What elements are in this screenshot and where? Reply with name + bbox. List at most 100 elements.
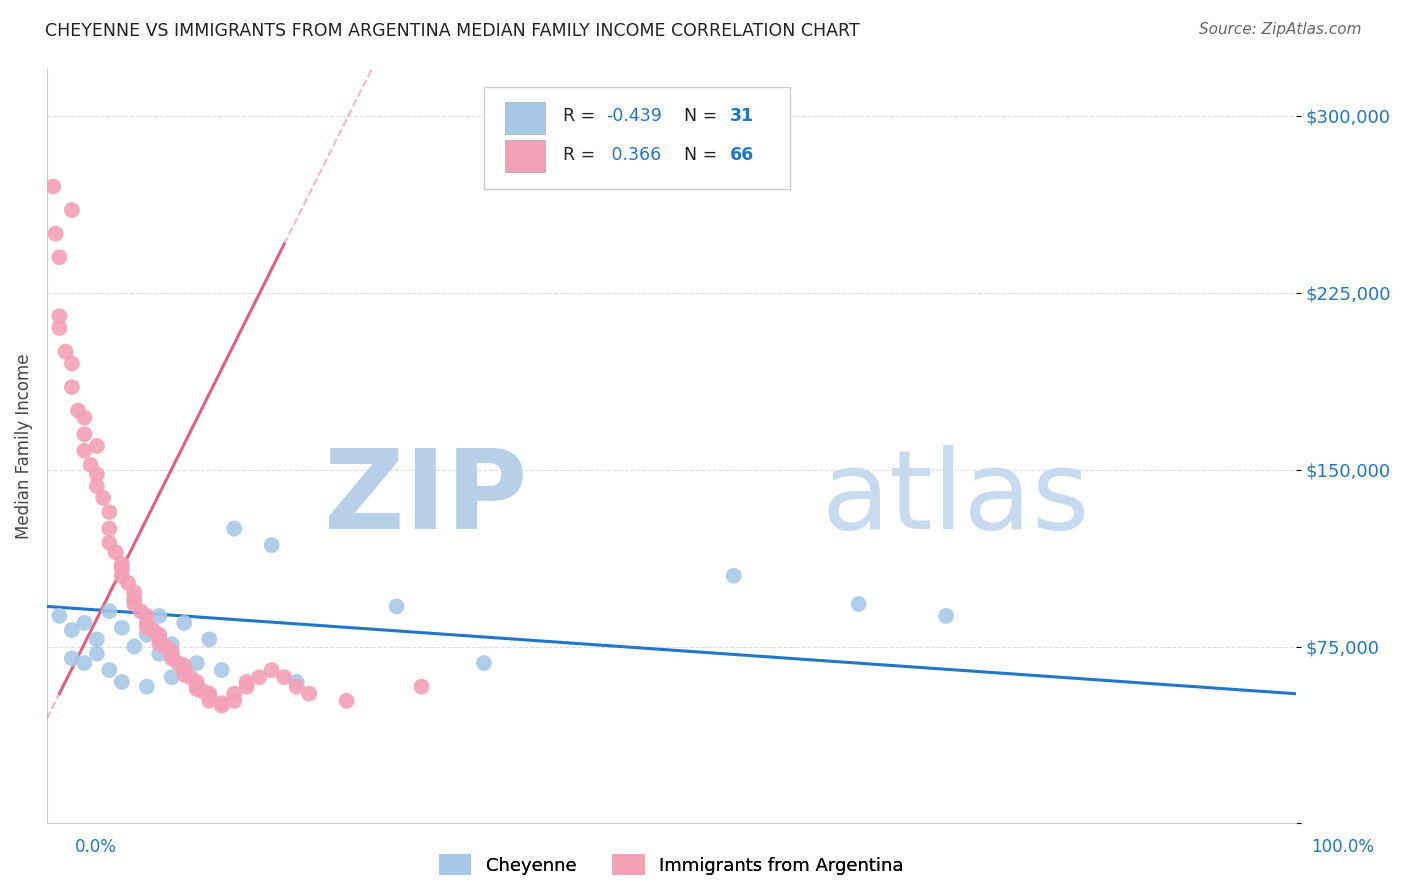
Point: [98, 505, 121, 519]
Point: [173, 668, 195, 682]
Point: [111, 557, 134, 571]
Point: [186, 656, 208, 670]
Point: [48, 250, 70, 264]
Point: [336, 694, 359, 708]
Point: [211, 663, 233, 677]
Point: [98, 522, 121, 536]
Point: [60, 203, 83, 218]
Point: [104, 545, 127, 559]
Point: [260, 538, 283, 552]
Point: [98, 604, 121, 618]
Point: [160, 651, 183, 665]
Point: [48, 321, 70, 335]
Point: [67, 403, 90, 417]
Point: [148, 628, 170, 642]
Point: [155, 640, 177, 654]
Point: [98, 663, 121, 677]
Point: [160, 647, 183, 661]
Text: N =: N =: [683, 107, 723, 125]
Point: [111, 674, 134, 689]
Text: R =: R =: [562, 146, 600, 164]
Point: [124, 592, 146, 607]
Point: [148, 637, 170, 651]
Point: [73, 656, 96, 670]
Point: [173, 615, 195, 630]
Point: [179, 670, 201, 684]
Point: [173, 663, 195, 677]
Point: [98, 535, 121, 549]
Point: [48, 310, 70, 324]
Text: Source: ZipAtlas.com: Source: ZipAtlas.com: [1198, 22, 1361, 37]
Point: [191, 684, 214, 698]
Point: [79, 458, 101, 472]
Point: [135, 608, 157, 623]
Point: [48, 608, 70, 623]
Point: [198, 694, 221, 708]
Point: [111, 568, 134, 582]
Point: [848, 597, 870, 611]
Text: atlas: atlas: [821, 445, 1090, 552]
Text: N =: N =: [683, 146, 723, 164]
Point: [60, 356, 83, 370]
Point: [135, 621, 157, 635]
Point: [124, 592, 146, 607]
FancyBboxPatch shape: [484, 87, 790, 189]
Bar: [505, 103, 546, 134]
Point: [235, 674, 257, 689]
Point: [124, 585, 146, 599]
Point: [86, 439, 108, 453]
Y-axis label: Median Family Income: Median Family Income: [15, 353, 32, 539]
Text: R =: R =: [562, 107, 600, 125]
Text: 0.366: 0.366: [606, 146, 662, 164]
Point: [211, 698, 233, 713]
Point: [224, 687, 246, 701]
Text: 66: 66: [730, 146, 754, 164]
Point: [160, 644, 183, 658]
Point: [124, 597, 146, 611]
Point: [86, 467, 108, 482]
Point: [235, 680, 257, 694]
Text: CHEYENNE VS IMMIGRANTS FROM ARGENTINA MEDIAN FAMILY INCOME CORRELATION CHART: CHEYENNE VS IMMIGRANTS FROM ARGENTINA ME…: [45, 22, 859, 40]
Point: [298, 687, 321, 701]
Point: [91, 491, 114, 505]
Point: [55, 344, 77, 359]
Text: 0.0%: 0.0%: [75, 838, 117, 855]
Point: [173, 658, 195, 673]
Point: [285, 680, 308, 694]
Point: [42, 179, 65, 194]
Point: [247, 670, 270, 684]
Point: [60, 651, 83, 665]
Point: [86, 479, 108, 493]
Point: [285, 674, 308, 689]
Point: [135, 615, 157, 630]
Point: [472, 656, 495, 670]
Point: [411, 680, 433, 694]
Point: [186, 681, 208, 696]
Point: [198, 689, 221, 703]
Point: [224, 694, 246, 708]
Point: [124, 640, 146, 654]
Point: [86, 632, 108, 647]
Point: [160, 637, 183, 651]
Point: [167, 656, 190, 670]
Point: [117, 575, 139, 590]
Point: [160, 670, 183, 684]
Point: [198, 632, 221, 647]
Point: [935, 608, 957, 623]
Point: [273, 670, 295, 684]
Point: [86, 647, 108, 661]
Point: [224, 522, 246, 536]
Text: -0.439: -0.439: [606, 107, 662, 125]
Point: [198, 687, 221, 701]
Point: [111, 562, 134, 576]
Text: ZIP: ZIP: [325, 445, 527, 552]
Point: [60, 380, 83, 394]
Point: [211, 696, 233, 710]
Point: [260, 663, 283, 677]
Point: [148, 632, 170, 647]
Point: [129, 604, 152, 618]
Point: [385, 599, 408, 614]
Bar: [505, 140, 546, 172]
Point: [73, 615, 96, 630]
Point: [73, 410, 96, 425]
